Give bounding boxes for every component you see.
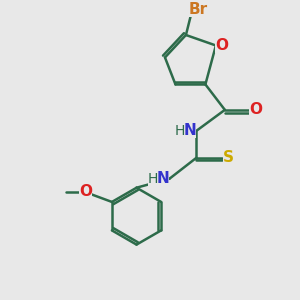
Text: N: N [183,123,196,138]
Text: H: H [148,172,158,186]
Text: S: S [223,150,234,165]
Text: O: O [215,38,228,53]
Text: O: O [249,102,262,117]
Text: H: H [175,124,185,138]
Text: N: N [157,171,169,186]
Text: O: O [79,184,92,199]
Text: Br: Br [188,2,208,17]
